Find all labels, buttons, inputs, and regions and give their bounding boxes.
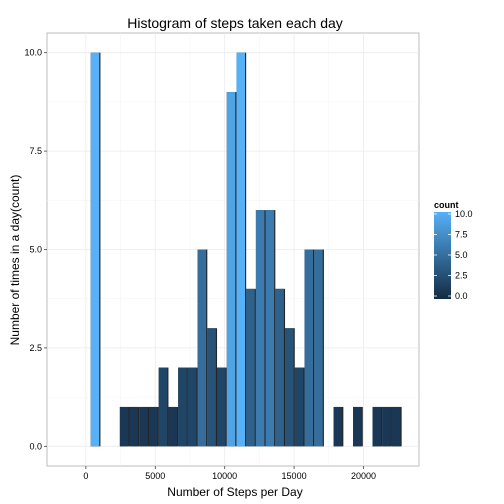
- legend-tick-label: 5.0: [455, 250, 468, 260]
- legend-colorbar: [434, 212, 451, 299]
- legend: count 0.0 2.5 5.0 7.5 10.0: [434, 200, 473, 301]
- histogram-bar-fill: [226, 92, 236, 447]
- y-tick-label: 0.0: [29, 441, 42, 451]
- histogram-bar-fill: [139, 406, 148, 447]
- y-axis-label: Number of times in a day(count): [8, 175, 22, 346]
- histogram-bar-fill: [207, 328, 216, 447]
- legend-title: count: [434, 200, 459, 210]
- histogram-bar-fill: [314, 249, 323, 447]
- histogram-bar-fill: [294, 367, 304, 447]
- histogram-bar-fill: [158, 367, 168, 447]
- y-tick-label: 7.5: [29, 146, 42, 156]
- histogram-bar-fill: [217, 367, 226, 447]
- histogram-bar-fill: [333, 406, 343, 447]
- histogram-bar-fill: [353, 406, 362, 447]
- histogram-bar-fill: [246, 288, 255, 447]
- x-tick-label: 20000: [351, 471, 376, 481]
- x-axis-ticks: 0 5000 10000 15000 20000: [83, 466, 376, 481]
- legend-tick-label: 2.5: [455, 271, 468, 281]
- legend-tick-label: 10.0: [455, 209, 473, 219]
- histogram-bar-fill: [285, 328, 294, 447]
- histogram-bar-fill: [304, 249, 314, 447]
- y-tick-label: 5.0: [29, 245, 42, 255]
- histogram-bar-fill: [391, 406, 401, 447]
- histogram-bar-fill: [382, 406, 391, 447]
- x-tick-label: 15000: [282, 471, 307, 481]
- histogram-bar-fill: [255, 210, 265, 447]
- histogram-bar-fill: [90, 52, 100, 447]
- histogram-bar-fill: [168, 406, 178, 447]
- x-axis-label: Number of Steps per Day: [167, 485, 302, 499]
- legend-tick-label: 7.5: [455, 230, 468, 240]
- histogram-bar-fill: [275, 288, 284, 447]
- y-axis-ticks: 0.0 2.5 5.0 7.5 10.0: [24, 48, 47, 451]
- y-tick-label: 2.5: [29, 343, 42, 353]
- histogram-bar-fill: [265, 210, 275, 447]
- bars: [90, 52, 402, 447]
- histogram-bar-fill: [178, 367, 187, 447]
- histogram-bar-fill: [187, 367, 197, 447]
- legend-tick-label: 0.0: [455, 291, 468, 301]
- x-tick-label: 0: [83, 471, 88, 481]
- legend-ticks: 0.0 2.5 5.0 7.5 10.0: [434, 209, 473, 301]
- x-tick-label: 5000: [145, 471, 165, 481]
- chart-title: Histogram of steps taken each day: [127, 15, 343, 31]
- histogram-bar-fill: [149, 406, 158, 447]
- histogram-bar-fill: [119, 406, 129, 447]
- y-tick-label: 10.0: [24, 48, 42, 58]
- x-tick-label: 10000: [212, 471, 237, 481]
- histogram-bar-fill: [372, 406, 382, 447]
- histogram-bar-fill: [197, 249, 207, 447]
- histogram-bar-fill: [236, 52, 246, 447]
- histogram-bar-fill: [129, 406, 139, 447]
